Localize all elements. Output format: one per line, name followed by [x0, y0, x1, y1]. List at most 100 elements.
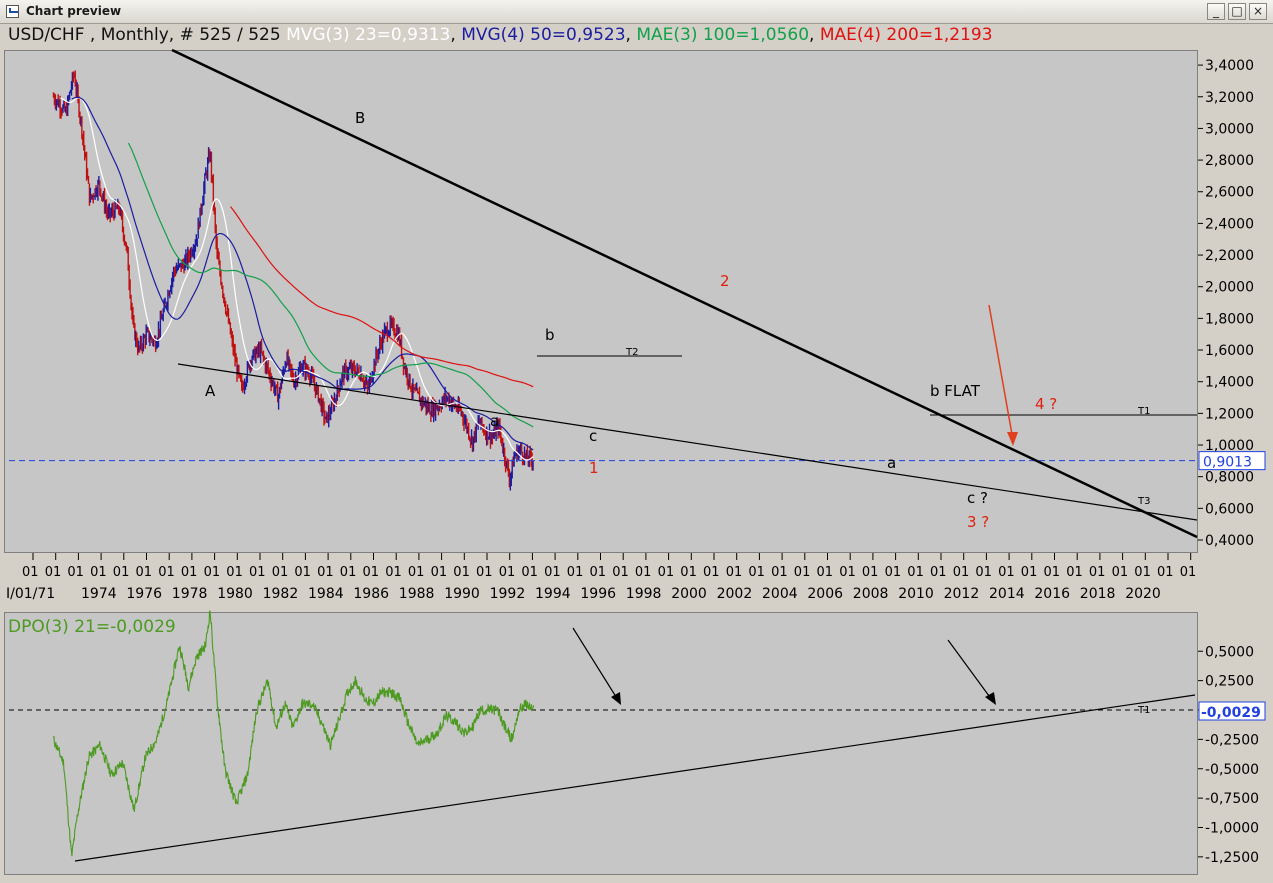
osc-axis-label: -0,7500	[1205, 791, 1259, 807]
price-axis-label: 1,0000	[1205, 438, 1254, 454]
time-axis-month: 01	[839, 565, 856, 580]
mvg23-line	[60, 97, 534, 461]
time-axis-year: 1974	[81, 586, 117, 602]
osc-axis-label: -0,2500	[1205, 732, 1259, 748]
price-axis-label: 3,0000	[1205, 121, 1254, 137]
wave-A-label: A	[205, 382, 216, 400]
time-axis-month: 01	[794, 565, 811, 580]
time-axis-year: 2008	[853, 586, 889, 602]
time-axis-month: 01	[385, 565, 402, 580]
price-axis-label: 0,8000	[1205, 470, 1254, 486]
time-axis-month: 01	[249, 565, 266, 580]
time-axis-month: 01	[204, 565, 221, 580]
price-axis-label: 3,2000	[1205, 90, 1254, 106]
time-axis-month: 01	[1157, 565, 1174, 580]
osc-arrow1-head	[611, 692, 621, 705]
time-axis-year: 2016	[1034, 586, 1070, 602]
legend-mvg50: MVG(4) 50=0,9523	[461, 25, 626, 45]
red-arrow-line	[988, 304, 1014, 441]
wave-a2-label: a	[887, 454, 896, 472]
osc-arrow2-head	[985, 692, 996, 705]
mvg50-line	[71, 96, 534, 451]
current-price-box	[1198, 451, 1266, 471]
wave-2-label: 2	[720, 272, 730, 290]
red-arrow-head	[1007, 432, 1018, 446]
price-axis-label: 3,4000	[1205, 58, 1254, 74]
wave-3q-label: 3 ?	[967, 513, 989, 531]
wave-c1-label: c	[589, 427, 597, 445]
dpo-legend: DPO(3) 21=-0,0029	[8, 617, 176, 637]
time-axis-month: 01	[181, 565, 198, 580]
price-axis-label: 2,0000	[1205, 280, 1254, 296]
time-axis-month: 01	[680, 565, 697, 580]
time-axis-month: 01	[817, 565, 834, 580]
b-flat-label: b FLAT	[930, 382, 981, 400]
time-axis-month: 01	[22, 565, 39, 580]
time-axis-month: 01	[862, 565, 879, 580]
maximize-button[interactable]: □	[1228, 3, 1246, 20]
time-axis-year: 1986	[353, 586, 389, 602]
time-axis-month: 01	[544, 565, 561, 580]
time-axis-month: 01	[294, 565, 311, 580]
time-axis-month: 01	[1180, 565, 1197, 580]
time-axis-month: 01	[771, 565, 788, 580]
dpo-line	[52, 610, 535, 857]
osc-current-box	[1198, 701, 1266, 721]
T1-label: T1	[1137, 406, 1150, 417]
time-axis-year: 1994	[535, 586, 571, 602]
time-axis-month: 01	[590, 565, 607, 580]
time-axis-month: 01	[635, 565, 652, 580]
time-axis-year: 1988	[399, 586, 435, 602]
price-axis-label: 1,6000	[1205, 343, 1254, 359]
time-axis-month: 01	[136, 565, 153, 580]
lower-trendline	[177, 363, 1198, 521]
price-axis-label: 2,8000	[1205, 153, 1254, 169]
time-axis-month: 01	[567, 565, 584, 580]
time-axis-month: 01	[476, 565, 493, 580]
price-chart-panel[interactable]	[4, 50, 1198, 553]
osc-current-label: -0,0029	[1201, 705, 1261, 721]
time-axis-month: 01	[998, 565, 1015, 580]
time-axis-month: 01	[408, 565, 425, 580]
time-axis-year: 2010	[898, 586, 934, 602]
price-axis-label: 1,2000	[1205, 406, 1254, 422]
legend-mae200: MAE(4) 200=1,2193	[819, 25, 993, 45]
wave-4q-label: 4 ?	[1035, 395, 1057, 413]
time-axis-year: 1998	[626, 586, 662, 602]
time-axis-year: 1980	[217, 586, 253, 602]
time-axis-month: 01	[1021, 565, 1038, 580]
osc-trendline	[74, 694, 1196, 862]
osc-arrow1-line	[572, 627, 619, 701]
time-axis-year: 2000	[671, 586, 707, 602]
chart-app-icon	[6, 5, 19, 18]
window-titlebar: Chart preview _ □ ×	[0, 0, 1273, 24]
time-axis-month: 01	[521, 565, 538, 580]
time-axis-month: 01	[340, 565, 357, 580]
time-axis-year: 1990	[444, 586, 480, 602]
wave-a1-label: a	[490, 412, 499, 430]
time-axis-year: 2018	[1080, 586, 1116, 602]
time-axis-month: 01	[90, 565, 107, 580]
osc-axis-label: 0,2500	[1205, 674, 1254, 690]
oscillator-panel[interactable]	[4, 612, 1198, 875]
price-axis-label: 1,4000	[1205, 375, 1254, 391]
T2-label: T2	[625, 347, 638, 358]
osc-axis-label: -1,2500	[1205, 850, 1259, 866]
current-price-label: 0,9013	[1203, 455, 1252, 471]
osc-axis-label: 0,5000	[1205, 644, 1254, 660]
time-axis-month: 01	[1066, 565, 1083, 580]
price-axis-label: 2,6000	[1205, 185, 1254, 201]
legend-mae100: MAE(3) 100=1,0560	[636, 25, 810, 45]
wave-b-label: b	[545, 326, 555, 344]
minimize-button[interactable]: _	[1207, 3, 1225, 20]
price-axis-label: 0,4000	[1205, 533, 1254, 549]
time-axis-month: 01	[748, 565, 765, 580]
time-axis-month: 01	[499, 565, 516, 580]
time-axis-month: 01	[726, 565, 743, 580]
time-axis-month: 01	[1134, 565, 1151, 580]
close-button[interactable]: ×	[1249, 3, 1267, 20]
time-axis-month: 01	[907, 565, 924, 580]
time-axis-year: 2006	[807, 586, 843, 602]
osc-T1-label: T1	[1137, 705, 1150, 716]
